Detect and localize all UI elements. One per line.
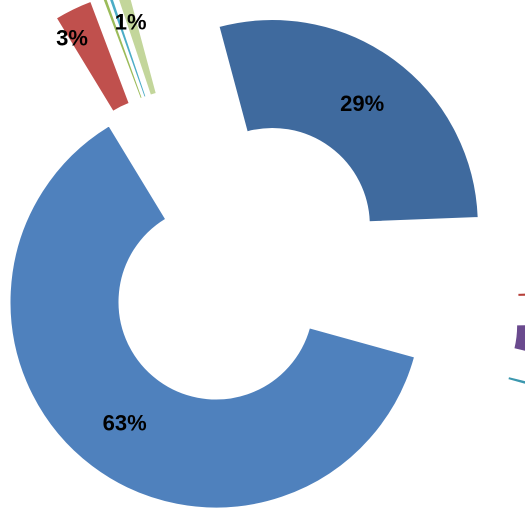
donut-slice-5 bbox=[55, 0, 130, 112]
donut-slice-4 bbox=[9, 125, 416, 509]
donut-slice-3 bbox=[507, 375, 525, 385]
donut-slice-6 bbox=[102, 0, 143, 100]
slice-label-4: 63% bbox=[103, 410, 147, 435]
slice-label-0: 29% bbox=[340, 91, 384, 116]
donut-slice-7 bbox=[109, 0, 147, 98]
donut-slice-1 bbox=[517, 292, 525, 297]
slice-label-5: 3% bbox=[56, 25, 88, 50]
donut-slice-0 bbox=[218, 19, 479, 223]
donut-slice-2 bbox=[513, 324, 525, 352]
slice-label-8: 1% bbox=[115, 10, 147, 35]
donut-slice-8 bbox=[118, 0, 157, 96]
